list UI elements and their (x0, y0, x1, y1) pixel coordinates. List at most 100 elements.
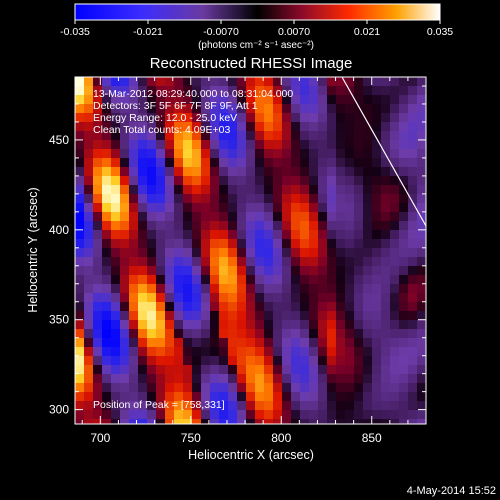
heatmap-cell (417, 185, 426, 195)
heatmap-cell (336, 410, 346, 420)
heatmap-cell (354, 302, 364, 312)
heatmap-cell (183, 212, 193, 222)
heatmap-cell (417, 320, 426, 330)
heatmap-cell (354, 77, 364, 87)
heatmap-cell (228, 329, 238, 339)
heatmap-cell (345, 401, 355, 411)
heatmap-cell (201, 167, 211, 177)
heatmap-cell (228, 131, 238, 141)
heatmap-cell (192, 230, 202, 240)
heatmap-cell (129, 167, 139, 177)
heatmap-cell (363, 230, 373, 240)
heatmap-cell (408, 329, 418, 339)
heatmap-cell (147, 365, 157, 375)
heatmap-cell (75, 212, 85, 222)
heatmap-cell (282, 419, 292, 424)
heatmap-cell (201, 356, 211, 366)
heatmap-cell (210, 365, 220, 375)
heatmap-cell (93, 329, 103, 339)
heatmap-cell (372, 140, 382, 150)
heatmap-cell (210, 95, 220, 105)
heatmap-cell (336, 221, 346, 231)
heatmap-cell (336, 185, 346, 195)
heatmap-cell (174, 185, 184, 195)
heatmap-cell (300, 185, 310, 195)
heatmap-cell (93, 365, 103, 375)
heatmap-cell (300, 347, 310, 357)
heatmap-cell (399, 320, 409, 330)
heatmap-cell (237, 95, 247, 105)
heatmap-cell (381, 410, 391, 420)
heatmap-cell (381, 419, 391, 424)
heatmap-cell (354, 275, 364, 285)
heatmap-cell (120, 338, 130, 348)
heatmap-cell (129, 104, 139, 114)
heatmap-cell (75, 203, 85, 213)
heatmap-cell (93, 302, 103, 312)
heatmap-cell (291, 185, 301, 195)
heatmap-cell (327, 203, 337, 213)
heatmap-cell (75, 383, 85, 393)
heatmap-cell (201, 86, 211, 96)
heatmap-cell (372, 266, 382, 276)
heatmap-cell (327, 86, 337, 96)
heatmap-cell (345, 149, 355, 159)
heatmap-cell (246, 86, 256, 96)
heatmap-cell (399, 401, 409, 411)
heatmap-cell (327, 140, 337, 150)
heatmap-cell (138, 158, 148, 168)
heatmap-cell (147, 311, 157, 321)
heatmap-cell (363, 95, 373, 105)
heatmap-cell (399, 122, 409, 132)
heatmap-cell (219, 410, 229, 420)
heatmap-cell (84, 122, 94, 132)
heatmap-cell (246, 185, 256, 195)
heatmap-cell (84, 167, 94, 177)
heatmap-cell (381, 374, 391, 384)
heatmap-cell (417, 203, 426, 213)
heatmap-cell (84, 365, 94, 375)
heatmap-cell (102, 257, 112, 267)
heatmap-cell (381, 77, 391, 87)
heatmap-cell (363, 266, 373, 276)
heatmap-cell (75, 266, 85, 276)
heatmap-cell (129, 185, 139, 195)
heatmap-cell (93, 356, 103, 366)
heatmap-cell (282, 149, 292, 159)
heatmap-cell (183, 284, 193, 294)
heatmap-cell (246, 239, 256, 249)
heatmap-cell (183, 176, 193, 186)
heatmap-cell (246, 104, 256, 114)
heatmap-cell (354, 320, 364, 330)
heatmap-cell (183, 302, 193, 312)
y-tick-label: 400 (49, 223, 69, 237)
heatmap-cell (381, 329, 391, 339)
heatmap-cell (318, 113, 328, 123)
heatmap-cell (282, 392, 292, 402)
heatmap-cell (129, 176, 139, 186)
heatmap-cell (75, 356, 85, 366)
heatmap-cell (192, 86, 202, 96)
heatmap-cell (165, 266, 175, 276)
heatmap-cell (282, 140, 292, 150)
heatmap-cell (354, 257, 364, 267)
heatmap-cell (327, 266, 337, 276)
heatmap-cell (354, 329, 364, 339)
heatmap-cell (120, 158, 130, 168)
heatmap-cell (129, 86, 139, 96)
heatmap-cell (84, 392, 94, 402)
heatmap-cell (111, 302, 121, 312)
heatmap-cell (165, 203, 175, 213)
heatmap-cell (93, 221, 103, 231)
heatmap-cell (165, 338, 175, 348)
heatmap-cell (165, 329, 175, 339)
heatmap-cell (354, 230, 364, 240)
heatmap-cell (237, 185, 247, 195)
heatmap-cell (372, 158, 382, 168)
heatmap-cell (183, 86, 193, 96)
heatmap-cell (408, 320, 418, 330)
heatmap-cell (336, 266, 346, 276)
heatmap-cell (228, 338, 238, 348)
heatmap-cell (291, 320, 301, 330)
heatmap-cell (111, 140, 121, 150)
